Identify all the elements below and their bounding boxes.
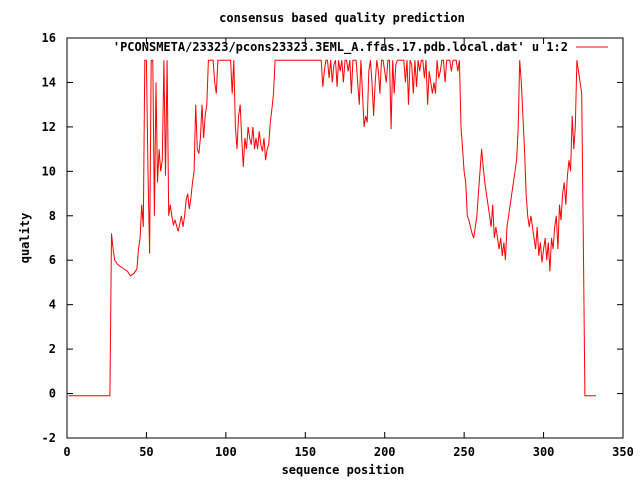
x-tick-label: 200 bbox=[374, 445, 396, 459]
x-tick-label: 250 bbox=[453, 445, 475, 459]
y-axis-label: quality bbox=[18, 213, 32, 264]
y-tick-label: -2 bbox=[42, 431, 56, 445]
y-tick-label: 4 bbox=[49, 298, 56, 312]
chart-title: consensus based quality prediction bbox=[219, 11, 465, 25]
y-tick-label: 14 bbox=[42, 75, 56, 89]
y-tick-label: 6 bbox=[49, 253, 56, 267]
series-line bbox=[68, 59, 596, 397]
y-tick-label: 12 bbox=[42, 120, 56, 134]
y-tick-label: 10 bbox=[42, 164, 56, 178]
x-axis-label: sequence position bbox=[282, 463, 405, 477]
y-tick-label: 0 bbox=[49, 387, 56, 401]
legend-label: 'PCONSMETA/23323/pcons23323.3EML_A.ffas.… bbox=[113, 40, 568, 55]
x-tick-label: 150 bbox=[294, 445, 316, 459]
y-tick-label: 2 bbox=[49, 342, 56, 356]
x-tick-label: 50 bbox=[139, 445, 153, 459]
x-tick-label: 350 bbox=[612, 445, 634, 459]
plot-frame bbox=[66, 37, 624, 439]
y-tick-label: 16 bbox=[42, 31, 56, 45]
x-tick-label: 100 bbox=[215, 445, 237, 459]
x-tick-label: 300 bbox=[533, 445, 555, 459]
y-tick-label: 8 bbox=[49, 209, 56, 223]
x-tick-label: 0 bbox=[63, 445, 70, 459]
